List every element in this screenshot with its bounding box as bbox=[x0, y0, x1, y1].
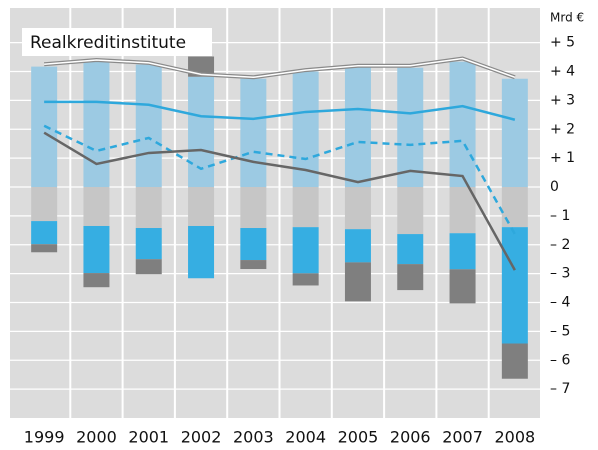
bar-segment bbox=[292, 227, 319, 274]
y-tick-label: 0 bbox=[550, 179, 559, 195]
chart-title: Realkreditinstitute bbox=[30, 33, 186, 53]
bar-segment bbox=[449, 61, 476, 188]
line bbox=[43, 131, 516, 271]
bar-segment bbox=[135, 259, 162, 275]
bar-segment bbox=[449, 187, 476, 234]
bar-segment bbox=[344, 187, 371, 230]
y-tick-label: – 5 bbox=[550, 323, 570, 339]
total-line-inner bbox=[44, 57, 516, 79]
x-tick-label: 2004 bbox=[285, 428, 326, 447]
bar-segment bbox=[240, 228, 267, 261]
bar-segment bbox=[501, 78, 528, 188]
bar-segment bbox=[397, 187, 424, 235]
x-tick-label: 2005 bbox=[338, 428, 379, 447]
line bbox=[44, 100, 516, 121]
bar-segment bbox=[31, 221, 58, 245]
bar-segment bbox=[397, 234, 424, 265]
bar-segment bbox=[397, 67, 424, 188]
bar-segment bbox=[135, 187, 162, 229]
bar-segment bbox=[31, 244, 58, 253]
bar-segment bbox=[240, 78, 267, 188]
y-tick-label: – 7 bbox=[550, 381, 570, 397]
bar-segment bbox=[344, 229, 371, 263]
y-tick-label: + 5 bbox=[550, 35, 575, 51]
y-tick-label: + 3 bbox=[550, 92, 575, 108]
bar-segment bbox=[501, 227, 528, 344]
bar-segment bbox=[135, 228, 162, 260]
bar-segment bbox=[135, 64, 162, 188]
line bbox=[43, 124, 516, 235]
bar-segment bbox=[501, 187, 528, 228]
y-unit: Mrd € bbox=[550, 11, 584, 25]
bar-segment bbox=[240, 187, 267, 229]
bar-segment bbox=[188, 225, 215, 279]
bar-segment bbox=[240, 260, 267, 270]
bar-segment bbox=[83, 61, 110, 188]
bar-segment bbox=[501, 343, 528, 379]
bar-segment bbox=[344, 66, 371, 188]
y-tick-label: – 4 bbox=[550, 295, 570, 311]
x-tick-label: 2000 bbox=[76, 428, 117, 447]
x-tick-label: 2008 bbox=[494, 428, 535, 447]
y-tick-label: – 3 bbox=[550, 266, 570, 282]
bar-segment bbox=[83, 273, 110, 288]
y-tick-label: + 1 bbox=[550, 150, 575, 166]
x-tick-label: 2007 bbox=[442, 428, 483, 447]
y-tick-label: – 1 bbox=[550, 208, 570, 224]
bar-segment bbox=[83, 187, 110, 226]
bar-segment bbox=[397, 264, 424, 291]
y-tick-label: – 2 bbox=[550, 237, 570, 253]
title-box bbox=[22, 28, 212, 56]
bar-segment bbox=[188, 187, 215, 226]
bar-segment bbox=[83, 225, 110, 274]
bar-segment bbox=[449, 233, 476, 270]
y-tick-label: + 4 bbox=[550, 64, 575, 80]
bar-segment bbox=[292, 187, 319, 228]
x-tick-label: 2001 bbox=[128, 428, 169, 447]
bar-segment bbox=[188, 76, 215, 188]
y-tick-label: – 6 bbox=[550, 352, 570, 368]
bar-segment bbox=[344, 262, 371, 302]
x-tick-label: 2002 bbox=[181, 428, 222, 447]
bar-segment bbox=[292, 273, 319, 286]
bar-segment bbox=[449, 269, 476, 304]
x-tick-label: 2006 bbox=[390, 428, 431, 447]
y-tick-label: + 2 bbox=[550, 121, 575, 137]
x-tick-label: 1999 bbox=[24, 428, 65, 447]
x-tick-label: 2003 bbox=[233, 428, 274, 447]
bar-segment bbox=[31, 187, 58, 222]
